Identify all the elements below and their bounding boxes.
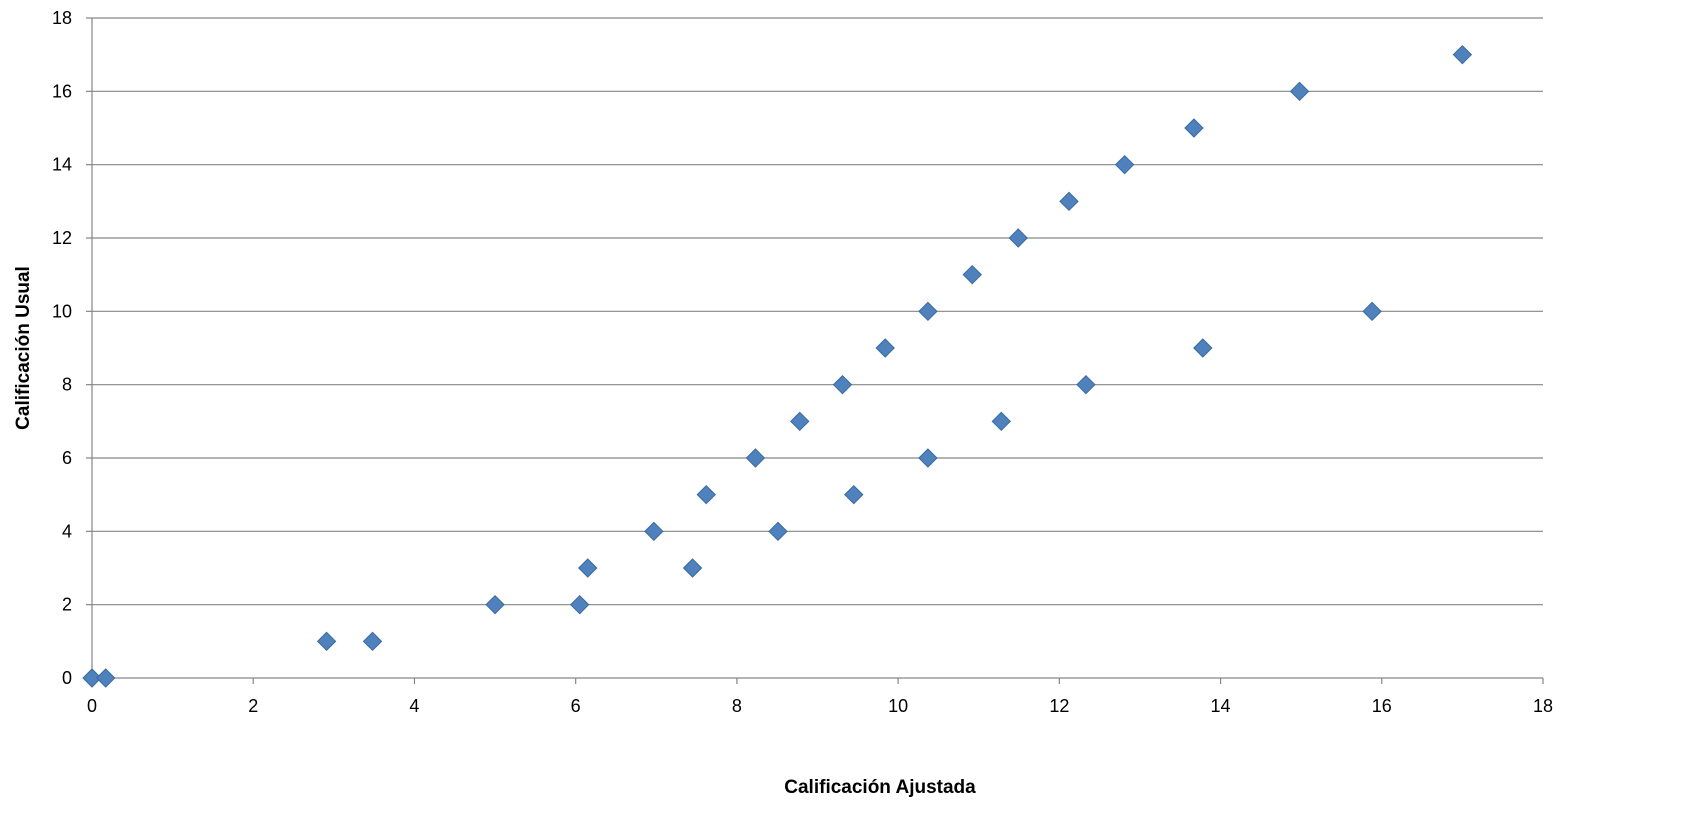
data-point xyxy=(569,594,590,615)
y-tick-label-12: 12 xyxy=(52,228,72,248)
x-tick-labels: 0 2 4 6 8 10 12 14 16 18 xyxy=(87,696,1553,716)
data-point xyxy=(485,594,505,615)
x-tick-label-8: 8 xyxy=(732,696,742,716)
data-point xyxy=(362,631,383,652)
x-axis-title: Calificación Ajustada xyxy=(784,777,976,798)
x-tick-label-16: 16 xyxy=(1372,696,1392,716)
data-point xyxy=(875,338,895,358)
x-tick-label-12: 12 xyxy=(1049,696,1069,716)
x-tick-label-14: 14 xyxy=(1211,696,1231,716)
y-tick-label-14: 14 xyxy=(52,155,72,175)
data-point xyxy=(1076,374,1096,395)
y-tick-label-0: 0 xyxy=(62,668,72,688)
data-point xyxy=(1193,338,1213,358)
x-tick-label-0: 0 xyxy=(87,696,97,716)
data-point xyxy=(918,448,938,468)
data-point xyxy=(1452,44,1473,65)
y-tick-label-16: 16 xyxy=(52,81,72,101)
data-point xyxy=(696,484,716,505)
data-point xyxy=(1362,301,1382,322)
y-tick-labels: 0 2 4 6 8 10 12 14 16 18 xyxy=(52,8,72,688)
data-point xyxy=(316,631,337,652)
data-point xyxy=(644,521,664,542)
y-tick-label-8: 8 xyxy=(62,375,72,395)
y-tick-label-10: 10 xyxy=(52,301,72,321)
y-tick-label-4: 4 xyxy=(62,521,72,541)
data-point xyxy=(1184,118,1204,138)
x-tick-label-4: 4 xyxy=(409,696,419,716)
data-point xyxy=(578,558,598,578)
data-point xyxy=(918,301,938,322)
data-point xyxy=(790,411,810,432)
data-point xyxy=(768,521,788,542)
x-tick-label-6: 6 xyxy=(571,696,581,716)
gridlines xyxy=(92,17,1543,606)
data-point xyxy=(832,374,853,395)
data-point xyxy=(1114,154,1135,175)
y-axis-title: Calificación Usual xyxy=(13,266,34,430)
y-tick-label-6: 6 xyxy=(62,448,72,468)
data-point xyxy=(991,411,1011,432)
data-point xyxy=(745,448,766,468)
data-point xyxy=(962,264,982,285)
data-points xyxy=(82,44,1473,688)
data-point xyxy=(682,558,703,578)
x-tick-label-2: 2 xyxy=(248,696,258,716)
y-tick-label-2: 2 xyxy=(62,595,72,615)
x-tick-label-10: 10 xyxy=(888,696,908,716)
data-point xyxy=(82,668,102,688)
data-point xyxy=(844,484,864,505)
data-point xyxy=(1008,228,1028,248)
y-tick-label-18: 18 xyxy=(52,8,72,28)
x-tick-label-18: 18 xyxy=(1533,696,1553,716)
data-point xyxy=(95,668,116,688)
data-point xyxy=(1059,191,1079,212)
axes xyxy=(86,17,1544,684)
data-point xyxy=(1289,81,1310,102)
